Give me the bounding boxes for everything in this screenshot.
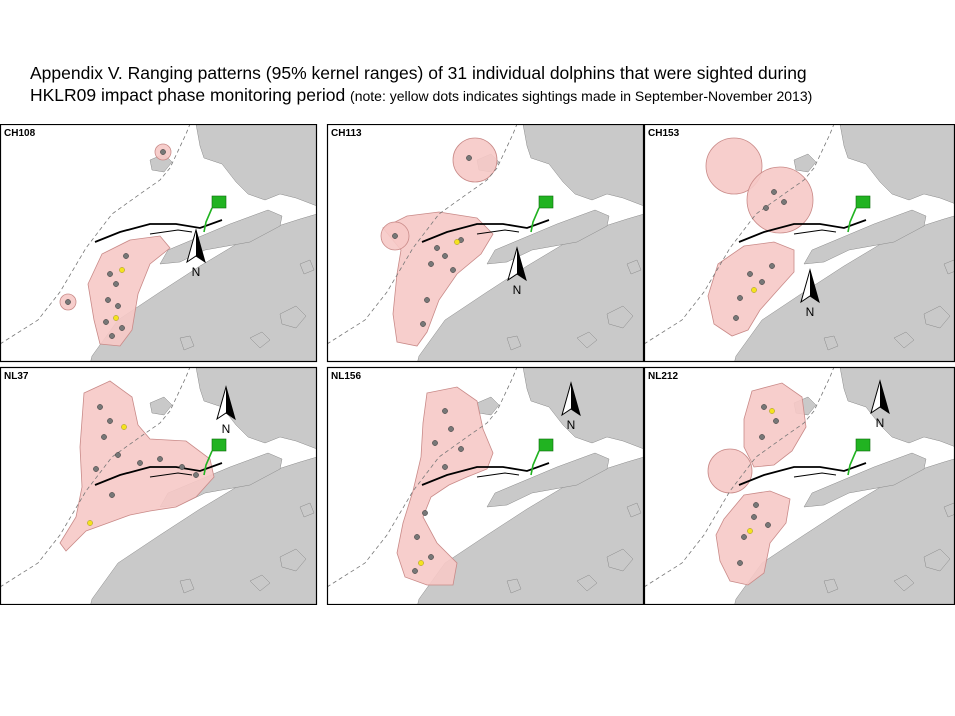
panel-label: NL212 bbox=[648, 371, 678, 382]
sighting-dot bbox=[759, 434, 765, 440]
range-polygon bbox=[59, 380, 215, 552]
north-label: N bbox=[567, 418, 576, 432]
north-arrow: N bbox=[561, 381, 581, 432]
recent-sighting-dot bbox=[121, 424, 127, 430]
sighting-dot bbox=[761, 404, 767, 410]
sighting-dot bbox=[107, 418, 113, 424]
title-note: (note: yellow dots indicates sightings m… bbox=[350, 88, 813, 104]
sighting-dot bbox=[737, 295, 743, 301]
panel-label: NL37 bbox=[4, 371, 29, 382]
sighting-dot bbox=[733, 315, 739, 321]
map-panel-grid: N CH108 bbox=[0, 124, 955, 605]
range-polygon bbox=[746, 166, 814, 234]
sighting-dot bbox=[115, 452, 121, 458]
sighting-dot bbox=[157, 456, 163, 462]
sighting-dot bbox=[97, 404, 103, 410]
range-polygon bbox=[715, 490, 791, 586]
recent-sighting-dot bbox=[119, 267, 125, 273]
sighting-dot bbox=[105, 297, 111, 303]
recent-sighting-dot bbox=[769, 408, 775, 414]
sighting-dot bbox=[119, 325, 125, 331]
sighting-dot bbox=[781, 199, 787, 205]
recent-sighting-dot bbox=[113, 315, 119, 321]
sighting-dot bbox=[751, 514, 757, 520]
sighting-dot bbox=[93, 466, 99, 472]
sighting-dot bbox=[137, 460, 143, 466]
recent-sighting-dot bbox=[751, 287, 757, 293]
sighting-dot bbox=[763, 205, 769, 211]
sighting-dot bbox=[412, 568, 418, 574]
sighting-dot bbox=[107, 271, 113, 277]
north-label: N bbox=[513, 283, 522, 297]
north-label: N bbox=[876, 416, 885, 430]
sighting-dot bbox=[769, 263, 775, 269]
title-line-2-main: HKLR09 impact phase monitoring period bbox=[30, 85, 351, 105]
sighting-dot bbox=[424, 297, 430, 303]
recent-sighting-dot bbox=[418, 560, 424, 566]
range-polygon bbox=[707, 448, 753, 494]
north-arrow: N bbox=[800, 268, 820, 319]
north-arrow: N bbox=[507, 246, 527, 297]
sighting-dot bbox=[113, 281, 119, 287]
recent-sighting-dot bbox=[747, 528, 753, 534]
title-line-1: Appendix V. Ranging patterns (95% kernel… bbox=[30, 63, 807, 83]
north-label: N bbox=[806, 305, 815, 319]
sighting-dot bbox=[759, 279, 765, 285]
sighting-dot bbox=[109, 492, 115, 498]
sighting-dot bbox=[741, 534, 747, 540]
north-label: N bbox=[192, 265, 201, 279]
sighting-dot bbox=[392, 233, 398, 239]
sighting-dot bbox=[466, 155, 472, 161]
sighting-dot bbox=[123, 253, 129, 259]
sighting-dot bbox=[193, 472, 199, 478]
sighting-dot bbox=[179, 464, 185, 470]
sighting-dot bbox=[65, 299, 71, 305]
sighting-dot bbox=[420, 321, 426, 327]
sighting-dot bbox=[101, 434, 107, 440]
sighting-dot bbox=[450, 267, 456, 273]
range-polygon bbox=[382, 211, 494, 347]
sighting-dot bbox=[737, 560, 743, 566]
panel-label: CH153 bbox=[648, 128, 680, 139]
recent-sighting-dot bbox=[87, 520, 93, 526]
sighting-dot bbox=[422, 510, 428, 516]
sighting-dot bbox=[773, 418, 779, 424]
range-polygon bbox=[87, 235, 171, 347]
sighting-dot bbox=[414, 534, 420, 540]
sighting-dot bbox=[103, 319, 109, 325]
sighting-dot bbox=[771, 189, 777, 195]
sighting-dot bbox=[432, 440, 438, 446]
sighting-dot bbox=[160, 149, 166, 155]
range-polygon bbox=[743, 382, 807, 468]
sighting-dot bbox=[442, 408, 448, 414]
sighting-dot bbox=[442, 253, 448, 259]
range-polygon bbox=[452, 137, 498, 183]
panel-label: CH113 bbox=[331, 128, 362, 139]
sighting-dot bbox=[753, 502, 759, 508]
north-arrow: N bbox=[870, 379, 890, 430]
sighting-dot bbox=[448, 426, 454, 432]
title-line-2: HKLR09 impact phase monitoring period (n… bbox=[30, 84, 940, 107]
sighting-dot bbox=[115, 303, 121, 309]
sighting-dot bbox=[747, 271, 753, 277]
north-arrow: N bbox=[186, 228, 206, 279]
sighting-dot bbox=[765, 522, 771, 528]
range-polygon bbox=[705, 137, 763, 195]
sighting-dot bbox=[434, 245, 440, 251]
sighting-dot bbox=[458, 446, 464, 452]
panel-label: CH108 bbox=[4, 128, 36, 139]
range-polygon bbox=[396, 386, 494, 586]
recent-sighting-dot bbox=[454, 239, 460, 245]
sighting-dot bbox=[428, 554, 434, 560]
figure-title: Appendix V. Ranging patterns (95% kernel… bbox=[30, 62, 940, 107]
sighting-dot bbox=[442, 464, 448, 470]
panel-label: NL156 bbox=[331, 371, 361, 382]
sighting-dot bbox=[109, 333, 115, 339]
sighting-dot bbox=[428, 261, 434, 267]
north-label: N bbox=[222, 422, 231, 436]
north-arrow: N bbox=[216, 385, 236, 436]
